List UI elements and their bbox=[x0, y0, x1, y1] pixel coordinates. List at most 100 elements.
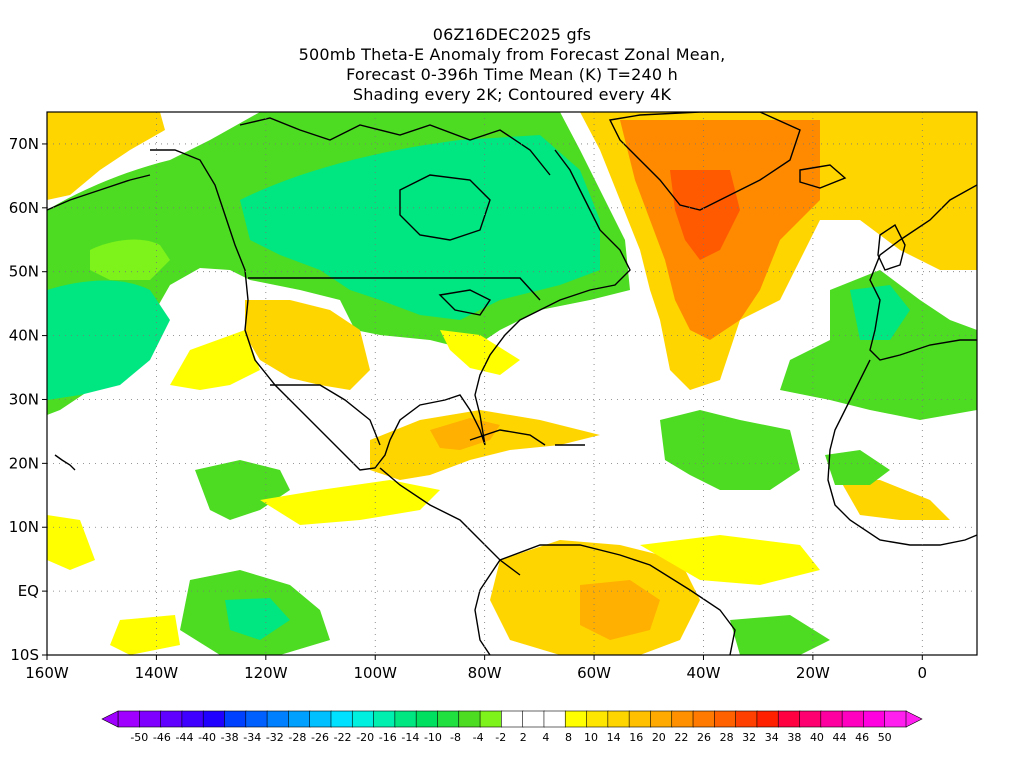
y-tick-label: 60N bbox=[9, 199, 39, 217]
map-frame bbox=[46, 111, 978, 656]
coast-arctic bbox=[239, 117, 551, 176]
colorbar-label: 34 bbox=[765, 731, 779, 744]
y-tick-label: 40N bbox=[9, 327, 39, 345]
colorbar-swatch bbox=[799, 710, 822, 728]
shade-green-west-africa bbox=[825, 450, 890, 485]
colorbar-label: 46 bbox=[855, 731, 869, 744]
colorbar-label: 26 bbox=[697, 731, 711, 744]
colorbar-swatch bbox=[692, 710, 716, 728]
colorbar-swatch bbox=[777, 710, 801, 728]
shade-orange-south-america bbox=[580, 580, 660, 640]
shade-green-tropical-pacific bbox=[195, 460, 290, 520]
colorbar: -50 -46 -44 -40 -38 -34 -32 -28 -26 -22 -20 -16 -14-… bbox=[101, 710, 923, 744]
colorbar-label: 32 bbox=[742, 731, 756, 744]
colorbar-swatch bbox=[756, 710, 780, 728]
colorbar-label: 8 bbox=[565, 731, 572, 744]
colorbar-swatch bbox=[501, 710, 524, 728]
colorbar-swatch bbox=[309, 710, 332, 728]
coast-europe bbox=[869, 184, 977, 361]
colorbar-label: -10 bbox=[424, 731, 442, 744]
colorbar-label: 40 bbox=[810, 731, 824, 744]
colorbar-label: -38 bbox=[221, 731, 239, 744]
colorbar-swatch bbox=[373, 710, 396, 728]
coast-cuba bbox=[469, 429, 546, 446]
shade-yellow-east-us bbox=[440, 330, 520, 375]
x-tick-label: 20W bbox=[796, 664, 830, 682]
coast-north-america bbox=[150, 149, 631, 471]
colorbar-swatch bbox=[245, 710, 268, 728]
shade-green-dark-canada bbox=[240, 135, 600, 320]
colorbar-swatch bbox=[586, 710, 609, 728]
colorbar-swatch bbox=[458, 710, 481, 728]
shade-green-dark-pacific bbox=[47, 280, 170, 400]
colorbar-swatch bbox=[266, 710, 290, 728]
shade-yellow-west-us bbox=[245, 300, 370, 390]
colorbar-label: -34 bbox=[243, 731, 261, 744]
x-tick-label: 160W bbox=[25, 664, 69, 682]
colorbar-min-arrow bbox=[101, 710, 119, 728]
colorbar-swatch bbox=[415, 710, 439, 728]
colorbar-swatch bbox=[671, 710, 694, 728]
title-line-1: 06Z16DEC2025 gfs bbox=[432, 25, 592, 44]
shade-red-greenland bbox=[670, 170, 740, 260]
colorbar-swatch bbox=[138, 710, 162, 728]
shade-yellow-alaska bbox=[47, 112, 165, 200]
y-tick-label: 70N bbox=[9, 135, 39, 153]
colorbar-swatch bbox=[522, 710, 545, 728]
shade-yellow-west-pacific bbox=[47, 515, 95, 570]
colorbar-swatch bbox=[479, 710, 503, 728]
shade-lightgreen-pacific bbox=[90, 239, 170, 280]
colorbar-swatch bbox=[394, 710, 417, 728]
y-tick-label: 10N bbox=[9, 518, 39, 536]
colorbar-swatch bbox=[841, 710, 865, 728]
colorbar-swatch bbox=[714, 710, 737, 728]
shade-yellow-plains bbox=[170, 330, 260, 390]
colorbar-label: 20 bbox=[652, 731, 666, 744]
colorbar-swatch bbox=[863, 710, 886, 728]
map-grid bbox=[47, 112, 977, 655]
shade-green-darkish-spac bbox=[225, 598, 290, 640]
colorbar-swatch bbox=[607, 710, 630, 728]
coast-hawaii bbox=[54, 454, 76, 471]
x-tick-label: 80W bbox=[468, 664, 502, 682]
x-tick-label: 120W bbox=[244, 664, 288, 682]
colorbar-swatch bbox=[160, 710, 183, 728]
colorbar-swatch bbox=[181, 710, 204, 728]
colorbar-label: -22 bbox=[334, 731, 352, 744]
colorbar-swatch bbox=[330, 710, 354, 728]
coast-africa bbox=[827, 359, 977, 546]
colorbar-label: -50 bbox=[130, 731, 148, 744]
colorbar-label: -16 bbox=[379, 731, 397, 744]
shade-green-central-atlantic bbox=[660, 410, 800, 490]
y-tick-label: 10S bbox=[10, 646, 39, 664]
anomaly-shading bbox=[47, 112, 977, 655]
colorbar-swatch bbox=[543, 710, 567, 728]
shade-green-south-atlantic bbox=[730, 615, 830, 655]
colorbar-max-arrow bbox=[905, 710, 923, 728]
colorbar-label: -28 bbox=[288, 731, 306, 744]
colorbar-label: 10 bbox=[584, 731, 598, 744]
coast-greenland bbox=[608, 112, 801, 211]
title-line-2: 500mb Theta-E Anomaly from Forecast Zona… bbox=[298, 45, 726, 64]
colorbar-label: -26 bbox=[311, 731, 329, 744]
colorbar-label: 14 bbox=[607, 731, 621, 744]
colorbar-label: 16 bbox=[629, 731, 643, 744]
border-us-mexico bbox=[270, 384, 381, 446]
colorbar-label: -2 bbox=[495, 731, 506, 744]
shade-yellow-eastern-pacific bbox=[260, 480, 440, 525]
shade-yellow-south-pac-east bbox=[110, 615, 180, 655]
colorbar-label: 2 bbox=[520, 731, 527, 744]
colorbar-swatch bbox=[117, 710, 141, 728]
colorbar-label: -40 bbox=[198, 731, 216, 744]
title-line-4: Shading every 2K; Contoured every 4K bbox=[352, 85, 672, 104]
colorbar-swatch bbox=[735, 710, 758, 728]
title-line-3: Forecast 0-396h Time Mean (K) T=240 h bbox=[346, 65, 678, 84]
colorbar-label: 4 bbox=[542, 731, 549, 744]
colorbar-swatch bbox=[437, 710, 460, 728]
colorbar-label: 38 bbox=[787, 731, 801, 744]
x-tick-label: 40W bbox=[687, 664, 721, 682]
colorbar-swatch bbox=[351, 710, 375, 728]
colorbar-label: 28 bbox=[720, 731, 734, 744]
y-tick-label: 50N bbox=[9, 263, 39, 281]
